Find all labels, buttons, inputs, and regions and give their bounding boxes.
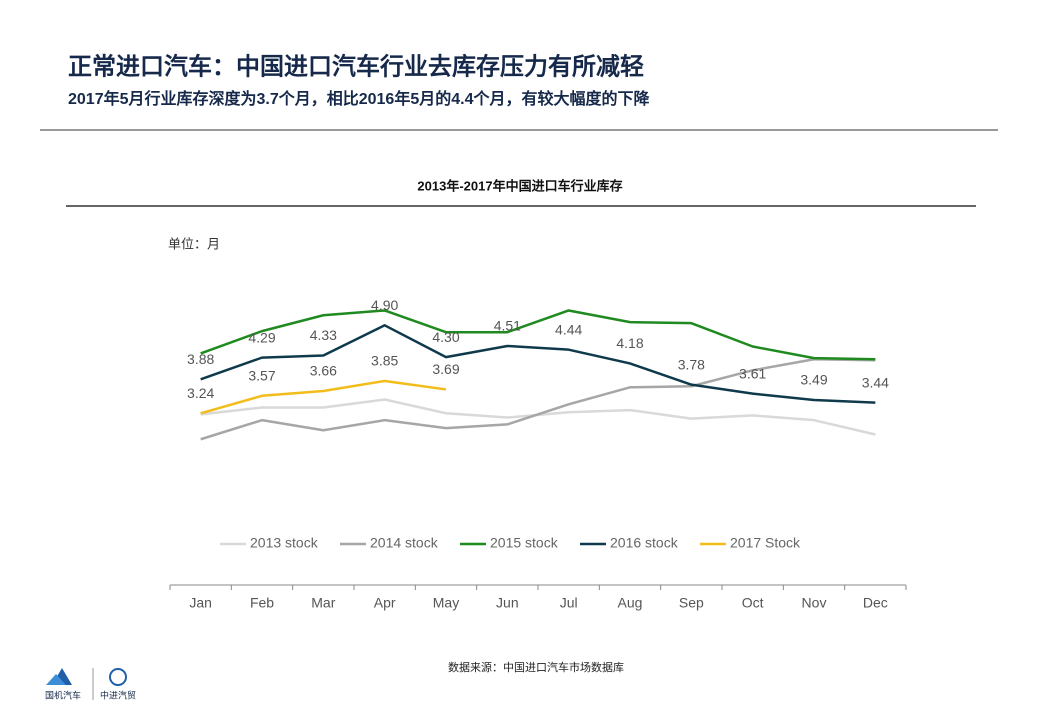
data-label: 4.33 [310, 327, 337, 343]
series-line [200, 357, 876, 441]
logo-text: 国机汽车 [45, 689, 81, 700]
data-label: 4.44 [555, 321, 582, 337]
data-label: 3.66 [310, 363, 337, 379]
logo-icon [109, 668, 127, 686]
series-line [200, 398, 876, 436]
data-label: 4.90 [371, 297, 398, 313]
source-note: 数据来源：中国进口汽车市场数据库 [448, 660, 624, 674]
data-label: 3.78 [678, 356, 705, 372]
x-tick-label: Nov [802, 595, 827, 611]
data-label: 3.57 [248, 367, 275, 383]
data-label: 4.29 [248, 329, 275, 345]
series-line [200, 379, 447, 415]
data-label: 3.85 [371, 353, 398, 369]
x-tick-label: Dec [863, 595, 888, 611]
chart-title: 2013年-2017年中国进口车行业库存 [417, 178, 622, 193]
slide-subtitle: 2017年5月行业库存深度为3.7个月，相比2016年5月的4.4个月，有较大幅… [68, 89, 650, 108]
data-label: 4.51 [494, 318, 521, 334]
x-tick-label: Jun [496, 595, 519, 611]
x-tick-label: Feb [250, 595, 274, 611]
logo-left: 国机汽车 [45, 668, 81, 700]
x-tick-label: Sep [679, 595, 704, 611]
logo-icon [46, 674, 66, 685]
data-label: 3.88 [187, 351, 214, 367]
data-label: 3.44 [862, 374, 889, 390]
x-tick-label: Aug [618, 595, 643, 611]
logo-right: 中进汽贸 [100, 668, 136, 700]
logo-text: 中进汽贸 [100, 689, 136, 700]
x-tick-label: Apr [374, 595, 396, 611]
series-line [200, 324, 876, 404]
data-label: 4.18 [616, 335, 643, 351]
slide-title: 正常进口汽车：中国进口汽车行业去库存压力有所减轻 [68, 52, 644, 80]
y-unit-label: 单位：月 [168, 236, 220, 251]
legend-label: 2014 stock [370, 535, 439, 551]
data-label: 3.61 [739, 365, 766, 381]
data-label: 3.24 [187, 385, 214, 401]
series-line [200, 309, 876, 361]
data-label: 3.69 [432, 361, 459, 377]
legend-label: 2016 stock [610, 535, 679, 551]
x-tick-label: Jan [189, 595, 212, 611]
x-tick-label: Mar [311, 595, 335, 611]
x-tick-label: Oct [742, 595, 764, 611]
x-tick-label: May [433, 595, 459, 611]
data-label: 4.30 [432, 329, 459, 345]
legend-label: 2017 Stock [730, 535, 801, 551]
legend-label: 2015 stock [490, 535, 559, 551]
legend-label: 2013 stock [250, 535, 319, 551]
x-tick-label: Jul [560, 595, 578, 611]
data-label: 3.49 [800, 372, 827, 388]
